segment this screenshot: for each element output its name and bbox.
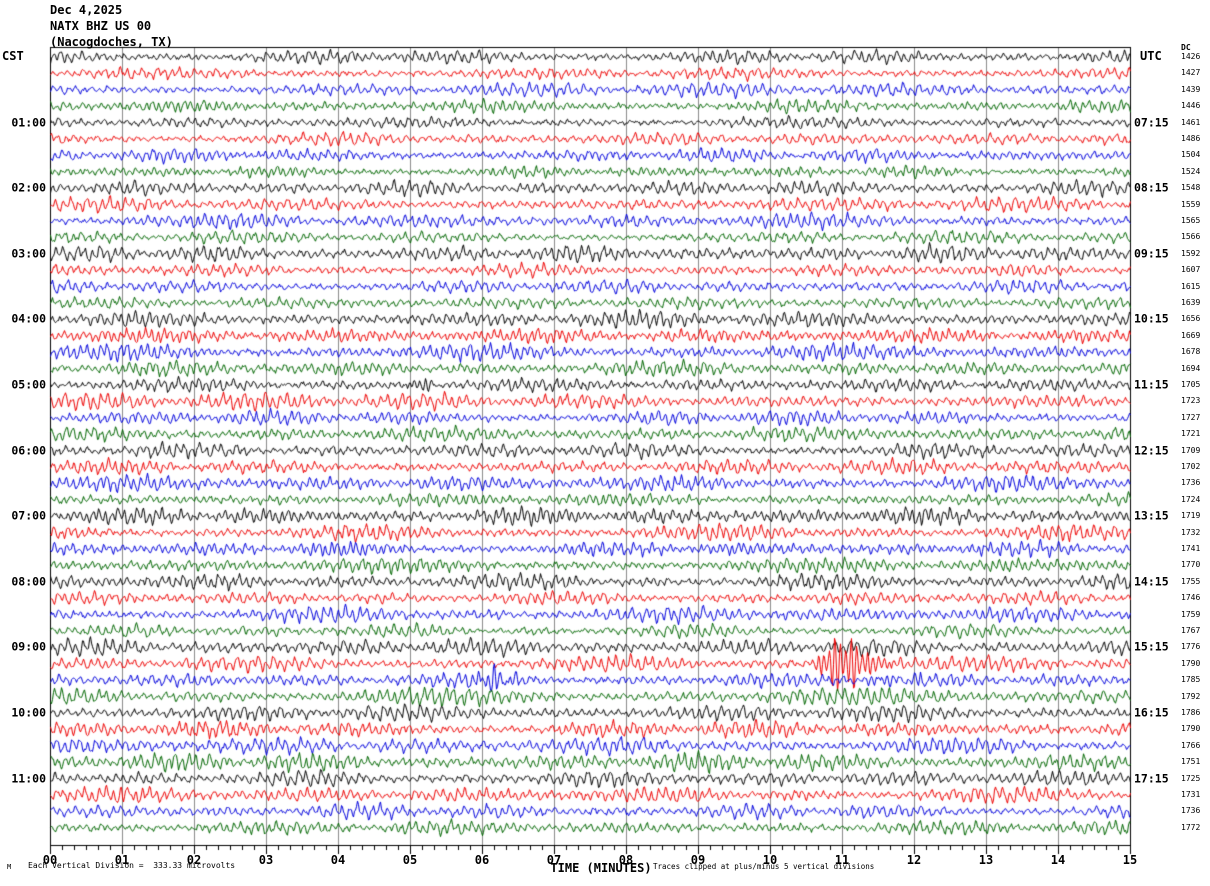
dc-value: 1694 — [1181, 363, 1201, 373]
dc-value: 1461 — [1181, 117, 1201, 127]
dc-value: 1439 — [1181, 84, 1201, 94]
dc-value: 1790 — [1181, 658, 1201, 668]
dc-value: 1767 — [1181, 626, 1201, 635]
right-hour-label: 13:15 — [1134, 508, 1169, 523]
dc-value: 1746 — [1181, 593, 1201, 603]
dc-value: 1770 — [1181, 560, 1201, 570]
dc-value: 1705 — [1181, 380, 1201, 389]
left-hour-label: 05:00 — [11, 377, 46, 392]
x-tick-label: 15 — [1122, 853, 1138, 867]
dc-value: 1709 — [1181, 445, 1201, 455]
x-tick-label: 03 — [258, 853, 274, 867]
dc-value: 1719 — [1181, 511, 1201, 521]
x-tick-label: 08 — [618, 853, 634, 867]
dc-value: 1790 — [1181, 724, 1201, 734]
x-tick-label: 09 — [690, 853, 706, 867]
dc-value: 1736 — [1181, 478, 1201, 488]
dc-value: 1427 — [1181, 68, 1201, 78]
dc-value: 1721 — [1181, 429, 1201, 439]
dc-value: 1732 — [1181, 527, 1201, 537]
right-hour-label: 17:15 — [1134, 770, 1169, 785]
left-hour-label: 11:00 — [11, 770, 46, 785]
header-date: Dec 4,2025 — [50, 3, 123, 17]
x-tick-label: 01 — [114, 853, 130, 867]
dc-value: 1607 — [1181, 265, 1201, 275]
left-timezone-label: CST — [2, 49, 24, 63]
right-hour-label: 07:15 — [1134, 114, 1169, 129]
left-hour-label: 06:00 — [11, 442, 46, 457]
right-hour-label: 14:15 — [1134, 574, 1169, 589]
dc-value: 1565 — [1181, 216, 1201, 225]
dc-value: 1792 — [1181, 691, 1201, 701]
x-axis-title: TIME (MINUTES) — [550, 861, 652, 875]
dc-value: 1776 — [1181, 642, 1201, 652]
dc-value: 1751 — [1181, 757, 1201, 767]
dc-value: 1723 — [1181, 396, 1201, 406]
right-hour-label: 16:15 — [1134, 705, 1169, 720]
left-hour-label: 02:00 — [11, 180, 46, 195]
dc-value: 1592 — [1181, 248, 1201, 258]
header-station-location: (Nacogdoches, TX) — [50, 35, 173, 49]
left-hour-label: 04:00 — [11, 311, 46, 326]
right-hour-label: 12:15 — [1134, 442, 1169, 457]
right-hour-label: 08:15 — [1134, 180, 1169, 195]
x-tick-label: 04 — [330, 853, 346, 867]
dc-value: 1727 — [1181, 412, 1201, 422]
x-tick-label: 06 — [474, 853, 490, 867]
x-tick-label: 05 — [402, 853, 418, 867]
dc-value: 1426 — [1181, 52, 1201, 61]
left-hour-label: 01:00 — [11, 114, 46, 129]
dc-value: 1548 — [1181, 183, 1201, 193]
dc-value: 1486 — [1181, 134, 1201, 143]
dc-value: 1446 — [1181, 101, 1201, 111]
header-station-code: NATX BHZ US 00 — [50, 19, 152, 33]
dc-value: 1785 — [1181, 675, 1201, 685]
dc-value: 1736 — [1181, 806, 1201, 816]
right-hour-label: 11:15 — [1134, 377, 1169, 392]
x-tick-label: 02 — [186, 853, 202, 867]
left-hour-label: 10:00 — [11, 705, 46, 720]
x-tick-label: 00 — [42, 853, 58, 867]
dc-value: 1755 — [1181, 576, 1201, 586]
right-timezone-label: UTC — [1140, 49, 1162, 63]
dc-value: 1559 — [1181, 199, 1201, 209]
dc-value: 1786 — [1181, 708, 1201, 717]
right-hour-label: 15:15 — [1134, 639, 1169, 654]
dc-value: 1639 — [1181, 298, 1201, 307]
left-hour-label: 09:00 — [11, 639, 46, 654]
right-hour-label: 10:15 — [1134, 311, 1169, 326]
x-tick-label: 07 — [546, 853, 562, 867]
x-tick-label: 14 — [1050, 853, 1066, 867]
left-hour-label: 07:00 — [11, 508, 46, 523]
clip-note: Traces clipped at plus/minus 5 vertical … — [653, 862, 875, 871]
dc-value: 1504 — [1181, 150, 1201, 160]
scale-note: Each Vertical Division = 333.33 microvol… — [28, 861, 236, 870]
dc-value: 1725 — [1181, 773, 1201, 783]
dc-value: 1766 — [1181, 740, 1201, 750]
x-tick-label: 11 — [834, 853, 850, 867]
dc-value: 1772 — [1181, 822, 1201, 832]
dc-value: 1724 — [1181, 494, 1201, 504]
x-tick-label: 10 — [762, 853, 778, 867]
dc-column-header: DC — [1181, 43, 1191, 52]
corner-glyph: M — [7, 863, 12, 871]
dc-value: 1524 — [1181, 166, 1201, 176]
x-tick-label: 13 — [978, 853, 994, 867]
dc-value: 1759 — [1181, 609, 1201, 619]
dc-value: 1566 — [1181, 232, 1201, 242]
dc-value: 1731 — [1181, 790, 1201, 799]
dc-value: 1702 — [1181, 462, 1201, 471]
x-tick-label: 12 — [906, 853, 922, 867]
dc-value: 1615 — [1181, 281, 1201, 291]
dc-value: 1741 — [1181, 544, 1201, 553]
left-hour-label: 08:00 — [11, 574, 46, 589]
dc-value: 1678 — [1181, 347, 1201, 357]
dc-value: 1656 — [1181, 314, 1201, 324]
dc-value: 1669 — [1181, 330, 1201, 340]
right-hour-label: 09:15 — [1134, 246, 1169, 261]
left-hour-label: 03:00 — [11, 246, 46, 261]
